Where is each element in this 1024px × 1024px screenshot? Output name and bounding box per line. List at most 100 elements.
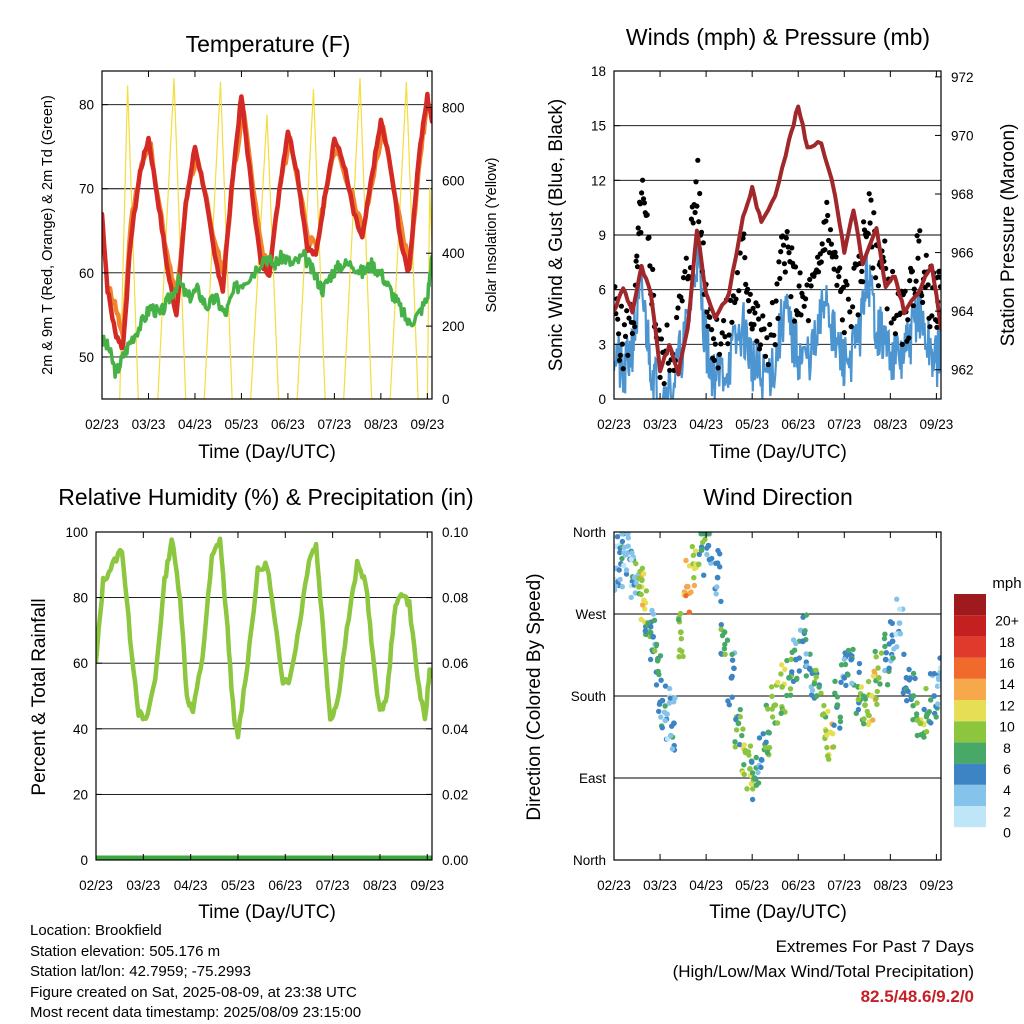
gust-point <box>740 235 746 241</box>
direction-point <box>928 720 934 726</box>
x-tick-label: 02/23 <box>79 878 113 893</box>
humidity-series <box>96 536 432 860</box>
y-tick-label-right: 968 <box>951 187 974 202</box>
direction-point <box>917 720 924 727</box>
direction-point <box>638 591 644 598</box>
x-tick-label: 02/23 <box>597 417 631 432</box>
direction-point <box>803 612 810 618</box>
gust-point <box>719 330 725 336</box>
gust-point <box>798 312 804 318</box>
direction-gridlines <box>614 532 941 860</box>
y-tick-label-left: 80 <box>79 98 94 113</box>
humidity-frame <box>95 531 433 861</box>
direction-point <box>729 694 735 700</box>
direction-point <box>659 697 666 704</box>
gust-point <box>771 332 777 338</box>
direction-point <box>666 685 673 692</box>
wind-panel: Winds (mph) & Pressure (mb) 0 3 6 9 12 15 18 96… <box>546 24 1019 463</box>
gust-point <box>729 319 735 325</box>
gust-point <box>715 365 721 371</box>
humidity-xlabel: Time (Day/UTC) <box>198 902 336 923</box>
legend-swatch <box>954 806 986 828</box>
gust-point <box>808 283 814 289</box>
x-tick-label: 04/23 <box>178 417 212 432</box>
y-tick-label-right: 400 <box>442 246 465 261</box>
gust-point <box>626 315 632 321</box>
y-tick-label-right: 970 <box>951 128 974 143</box>
direction-point <box>889 638 896 645</box>
y-tick-label-right: 972 <box>951 70 974 85</box>
direction-point <box>624 532 630 537</box>
legend-swatch <box>954 657 986 679</box>
gust-point <box>615 316 621 322</box>
direction-point <box>778 710 784 716</box>
x-tick-label: 04/23 <box>689 878 723 893</box>
direction-point <box>724 637 731 643</box>
legend-swatch <box>954 615 986 637</box>
gust-point <box>910 303 917 309</box>
direction-point <box>722 651 728 657</box>
gust-point <box>650 266 656 272</box>
direction-point <box>856 660 863 667</box>
legend-swatch <box>954 763 986 785</box>
direction-point <box>662 703 668 709</box>
direction-point <box>882 643 888 650</box>
direction-ylabel-left: Direction (Colored By Speed) <box>524 573 545 820</box>
gust-point <box>791 318 798 324</box>
direction-point <box>931 670 937 677</box>
gust-point <box>667 367 673 373</box>
direction-point <box>813 693 820 699</box>
y-tick-label-left: 80 <box>73 591 88 606</box>
direction-point <box>642 628 648 634</box>
direction-point <box>658 677 664 683</box>
direction-point <box>756 735 763 741</box>
gust-point <box>697 190 703 197</box>
direction-point <box>910 703 916 709</box>
direction-point <box>883 650 889 656</box>
direction-point <box>813 674 819 680</box>
direction-point <box>686 609 692 615</box>
gust-point <box>860 279 866 285</box>
gust-point <box>882 238 888 244</box>
gust-point <box>871 210 877 216</box>
gust-point <box>638 229 644 236</box>
y-tick-label-left: 0 <box>598 392 606 407</box>
direction-point <box>726 702 732 708</box>
direction-point <box>793 656 799 663</box>
direction-point <box>799 638 806 645</box>
y-tick-label-right: 0.06 <box>442 656 468 671</box>
gust-point <box>656 327 662 333</box>
direction-point <box>737 706 743 713</box>
direction-point <box>691 582 698 589</box>
direction-point <box>692 548 699 554</box>
humidity-ticks: 0 20 40 60 80 100 0.00 0.02 0.04 0.06 0.08 0.10 02/2… <box>65 525 468 893</box>
direction-point <box>843 682 849 689</box>
direction-point <box>758 756 765 763</box>
direction-point <box>622 551 629 558</box>
gust-point <box>861 219 867 225</box>
temperature-ylabel-left: 2m & 9m T (Red, Orange) & 2m Td (Green) <box>40 95 56 375</box>
gust-point <box>927 324 933 330</box>
x-tick-label: 05/23 <box>221 878 255 893</box>
direction-point <box>647 656 654 663</box>
direction-point <box>650 611 657 617</box>
direction-point <box>753 754 759 761</box>
direction-point <box>741 762 747 768</box>
direction-point <box>744 786 750 792</box>
direction-point <box>855 706 862 713</box>
direction-point <box>675 616 682 623</box>
gust-point <box>822 247 828 253</box>
legend-label: 4 <box>1003 782 1011 798</box>
gust-point <box>829 254 835 260</box>
gust-point <box>750 305 756 311</box>
dewpoint-2m-line <box>102 248 432 379</box>
gust-point <box>751 322 757 328</box>
direction-point <box>713 591 719 597</box>
gust-point <box>780 242 787 248</box>
direction-point <box>826 756 832 762</box>
gust-point <box>774 281 780 287</box>
gust-point <box>888 320 894 326</box>
direction-point <box>763 739 769 745</box>
gust-point <box>692 209 698 216</box>
gust-point <box>855 312 861 318</box>
